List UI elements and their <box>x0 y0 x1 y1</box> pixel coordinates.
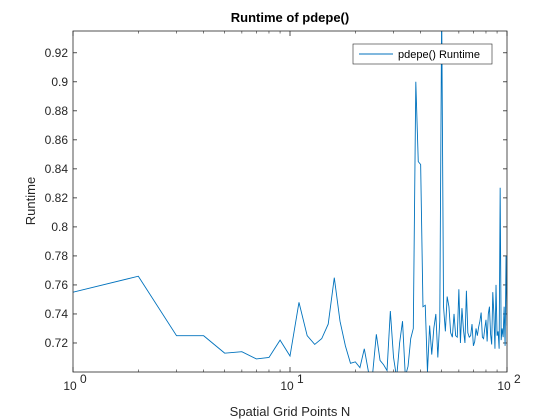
legend-box <box>352 43 493 65</box>
x-tick-exponent: 2 <box>514 372 521 386</box>
y-tick-label: 0.92 <box>45 46 69 60</box>
x-tick-label: 10 <box>63 379 77 393</box>
chart-title: Runtime of pdepe() <box>231 10 349 25</box>
plot-area <box>73 31 507 372</box>
y-tick-label: 0.76 <box>45 278 69 292</box>
y-tick-label: 0.86 <box>45 133 69 147</box>
x-tick-exponent: 1 <box>297 372 304 386</box>
y-tick-label: 0.88 <box>45 104 69 118</box>
x-axis-label: Spatial Grid Points N <box>230 404 351 419</box>
x-tick-exponent: 0 <box>80 372 87 386</box>
y-tick-label: 0.82 <box>45 191 69 205</box>
legend: pdepe() Runtime <box>352 43 493 65</box>
y-tick-label: 0.9 <box>51 75 68 89</box>
y-tick-label: 0.84 <box>45 162 69 176</box>
y-tick-label: 0.8 <box>51 220 68 234</box>
y-tick-label: 0.74 <box>45 307 69 321</box>
tick-label-group: 0.72 0.74 0.76 0.78 0.8 0.82 0.84 0.86 0.88 0.9 0.… <box>45 46 521 393</box>
series-line-pdepe-runtime <box>73 31 507 372</box>
y-tick-label: 0.78 <box>45 249 69 263</box>
plot-frame <box>72 30 508 373</box>
y-axis-label: Runtime <box>23 177 38 225</box>
x-tick-label: 10 <box>497 379 511 393</box>
x-tick-label: 10 <box>280 379 294 393</box>
y-tick-label: 0.72 <box>45 336 69 350</box>
legend-label-pdepe-runtime: pdepe() Runtime <box>398 49 480 61</box>
